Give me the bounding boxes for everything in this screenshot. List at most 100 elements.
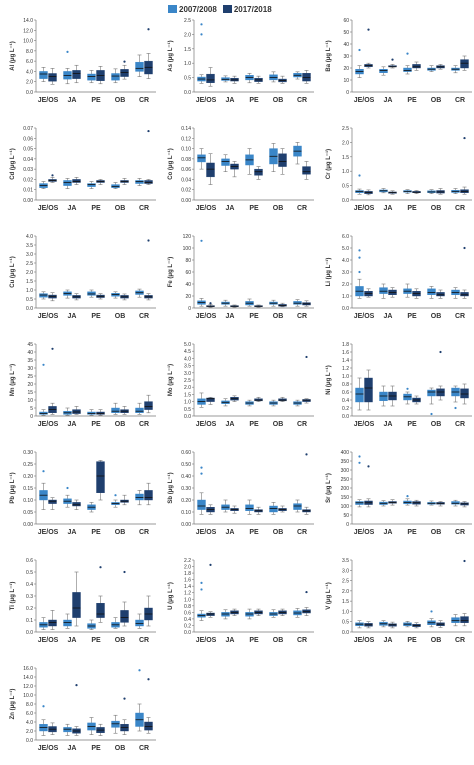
box-cr-2007-2008 [293, 499, 302, 513]
box-ob-2017-2018 [436, 501, 445, 507]
outlier-point [358, 455, 361, 458]
y-tick-label: 3.5 [184, 364, 191, 370]
x-tick-label: CR [139, 745, 149, 752]
x-tick-label: JA [68, 637, 77, 644]
box-cr-2007-2008 [451, 188, 460, 194]
boxplot-sr: Sr (μg L⁻¹) 0 50 100 150 200 250 300 350 400 JE/OS… [325, 450, 472, 536]
outlier-point [358, 249, 361, 252]
y-tick-label: 1.0 [184, 400, 191, 406]
x-tick-label: CR [455, 529, 465, 536]
y-tick-label: 2.0 [26, 729, 33, 735]
x-tick-label: JE/OS [38, 745, 59, 752]
x-tick-label: JA [68, 745, 77, 752]
x-tick-label: CR [139, 529, 149, 536]
box-ob-2017-2018 [436, 620, 445, 628]
y-tick-label: 2.0 [184, 32, 191, 38]
outlier-point [305, 590, 308, 594]
box-iqr [111, 73, 120, 81]
x-tick-label: CR [297, 313, 307, 320]
x-tick-label: PE [407, 313, 417, 320]
boxplot-as: As (μg L⁻¹) 0.0 0.5 1.0 1.5 2.0 2.5 JE/OS JA PE OB… [167, 18, 314, 104]
panel-ba: Ba (μg L⁻¹) 0 10 20 30 40 50 60 JE/OS JA PE OB CR [324, 12, 474, 117]
y-tick-label: 40 [27, 350, 33, 356]
y-tick-label: 50 [343, 513, 349, 519]
panel-ni: Ni (μg L⁻¹) 0.0 0.2 0.4 0.6 0.8 1.0 1.2 1.4 1.6 1.… [324, 336, 474, 441]
legend-item-2017-2018: 2017/2018 [222, 5, 272, 14]
y-tick-label: 40 [185, 282, 191, 288]
outlier-point [200, 23, 203, 26]
outlier-point [200, 33, 203, 36]
y-tick-label: 0.0 [26, 738, 33, 744]
y-tick-label: 1.0 [342, 294, 349, 300]
panel-mo: Mo (μg L⁻¹) 0.0 0.5 1.0 1.5 2.0 2.5 3.0 3.5 4.0 4.… [166, 336, 321, 441]
panel-sb: Sb (μg L⁻¹) 0.00 0.10 0.20 0.30 0.40 0.50 0.60 J… [166, 444, 321, 549]
y-axis-label: Sb (μg L⁻¹) [167, 472, 174, 503]
box-ja-2007-2008 [221, 398, 230, 407]
box-pe-2017-2018 [254, 506, 263, 515]
outlier-point [430, 610, 433, 613]
outlier-point [147, 28, 150, 31]
box-ob-2007-2008 [111, 291, 120, 299]
y-tick-label: 0.00 [23, 198, 33, 204]
y-tick-label: 0.4 [26, 582, 33, 588]
box-iqr [135, 407, 144, 413]
y-tick-label: 0.2 [26, 606, 33, 612]
box-iqr [48, 499, 57, 504]
box-cr-2007-2008 [293, 299, 302, 307]
x-tick-label: CR [139, 421, 149, 428]
box-ja-2007-2008 [221, 299, 230, 307]
box-ja-2007-2008 [379, 500, 388, 507]
box-ja-2007-2008 [379, 66, 388, 76]
box-ja-2007-2008 [221, 154, 230, 173]
y-tick-label: 2.2 [184, 558, 191, 564]
box-iqr [460, 388, 469, 399]
x-tick-label: PE [91, 529, 101, 536]
outlier-point [147, 678, 150, 681]
box-ob-2017-2018 [436, 289, 445, 299]
x-tick-label: JE/OS [354, 313, 375, 320]
box-iqr [96, 461, 105, 494]
outlier-point [367, 28, 370, 31]
box-pe-2017-2018 [412, 190, 421, 194]
y-tick-label: 0.08 [181, 157, 191, 163]
y-tick-label: 0.5 [26, 297, 33, 303]
y-tick-label: 200 [341, 486, 350, 492]
box-ja-2017-2018 [230, 505, 239, 514]
box-pe-2017-2018 [412, 499, 421, 507]
box-je-os-2007-2008 [355, 455, 364, 508]
box-je-os-2017-2018 [364, 621, 373, 629]
box-iqr [63, 619, 72, 627]
box-ob-2007-2008 [269, 299, 278, 307]
y-axis-label: Mn (μg L⁻¹) [9, 364, 16, 396]
y-axis-label: Zn (μg L⁻¹) [9, 689, 16, 720]
y-tick-label: 16.0 [23, 666, 33, 672]
y-tick-label: 0.0 [342, 414, 349, 420]
y-tick-label: 0.6 [26, 558, 33, 564]
y-tick-label: 6.0 [26, 59, 33, 65]
y-tick-label: 0.06 [23, 136, 33, 142]
x-tick-label: JA [68, 97, 77, 104]
box-pe-2007-2008 [403, 621, 412, 628]
panel-cr: Cr (μg L⁻¹) 0.0 0.5 1.0 1.5 2.0 2.5 JE/OS JA PE OB… [324, 120, 474, 225]
outlier-point [305, 355, 308, 359]
box-iqr [144, 180, 153, 184]
y-tick-label: 0.01 [23, 188, 33, 194]
y-tick-label: 15 [27, 390, 33, 396]
box-je-os-2017-2018 [206, 396, 215, 405]
box-pe-2007-2008 [403, 387, 412, 405]
y-tick-label: 0.03 [23, 167, 33, 173]
y-tick-label: 2.5 [26, 261, 33, 267]
y-tick-label: 30 [343, 54, 349, 60]
box-ja-2007-2008 [379, 188, 388, 194]
panel-mn: Mn (μg L⁻¹) 0 5 10 15 20 25 30 35 40 45 JE/OS JA PE OB… [8, 336, 163, 441]
box-cr-2017-2018 [144, 678, 153, 734]
x-tick-label: OB [273, 637, 284, 644]
y-tick-label: 0.04 [181, 177, 191, 183]
box-ob-2017-2018 [278, 302, 287, 308]
y-tick-label: 0.10 [181, 147, 191, 153]
box-ja-2017-2018 [230, 608, 239, 616]
y-tick-label: 10.0 [23, 693, 33, 699]
panel-al: Al (μg L⁻¹) 0.0 2.0 4.0 6.0 8.0 10.0 12.0 14.0 JE… [8, 12, 163, 117]
panel-cd: Cd (μg L⁻¹) 0.00 0.01 0.02 0.03 0.04 0.05 0.06 0… [8, 120, 163, 225]
box-ob-2017-2018 [278, 396, 287, 402]
